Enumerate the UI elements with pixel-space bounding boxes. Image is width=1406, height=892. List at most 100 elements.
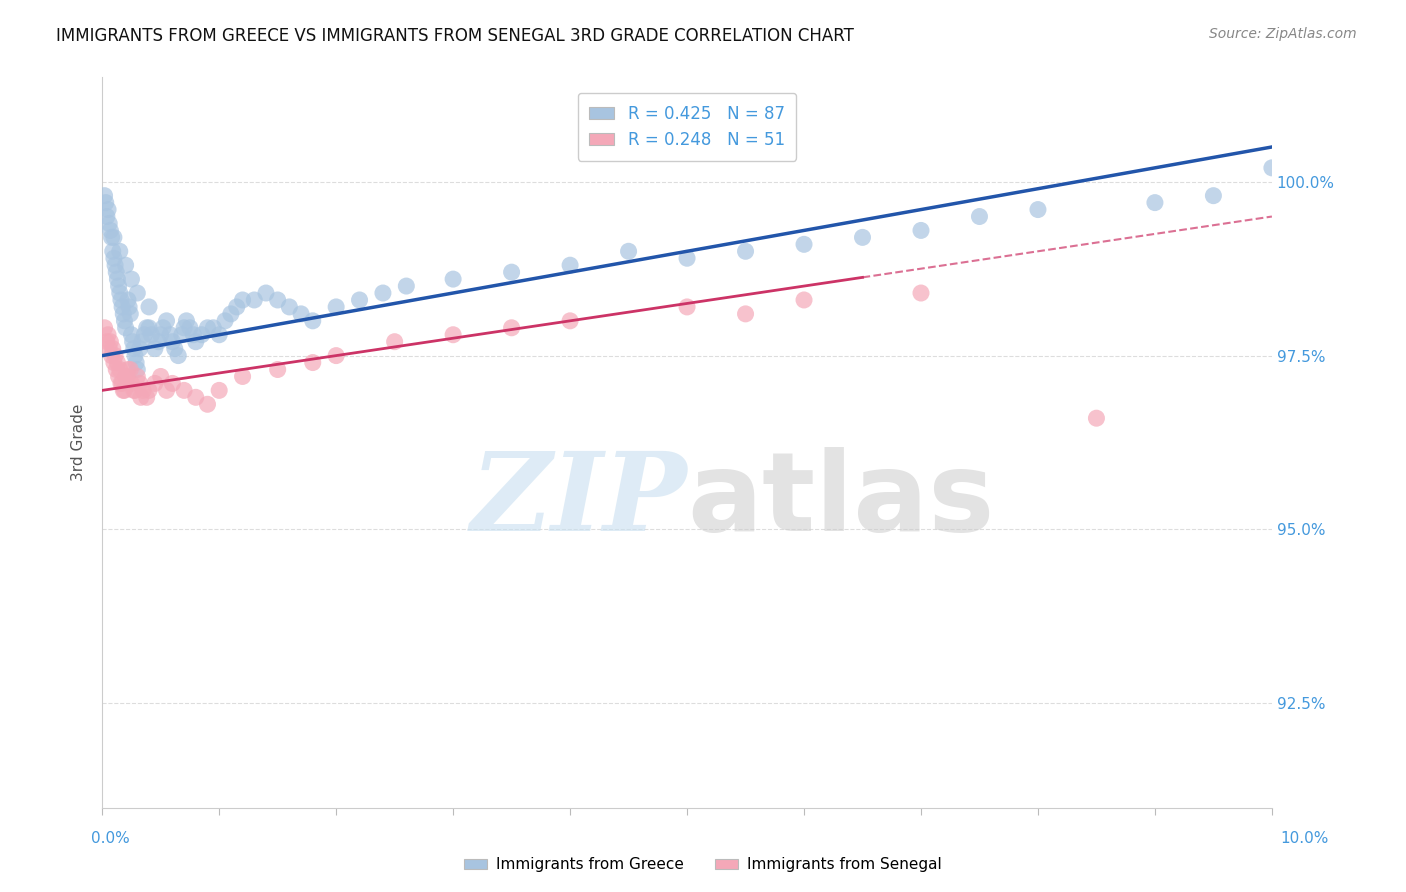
Point bbox=[96, 334, 118, 349]
Point bbox=[100, 349, 122, 363]
Point bbox=[98, 217, 121, 231]
Point bbox=[910, 285, 932, 300]
Point bbox=[152, 320, 174, 334]
Point bbox=[105, 362, 128, 376]
Point bbox=[112, 384, 135, 398]
Point bbox=[98, 342, 121, 356]
Point bbox=[149, 327, 172, 342]
Point bbox=[105, 265, 128, 279]
Point bbox=[121, 334, 143, 349]
Point bbox=[441, 272, 464, 286]
Point bbox=[103, 230, 125, 244]
Text: ZIP: ZIP bbox=[471, 447, 688, 555]
Point bbox=[278, 300, 301, 314]
Point bbox=[159, 327, 181, 342]
Point bbox=[120, 327, 142, 342]
Point bbox=[117, 293, 139, 307]
Point bbox=[1202, 188, 1225, 202]
Point bbox=[100, 334, 122, 349]
Point bbox=[197, 320, 219, 334]
Point bbox=[441, 327, 464, 342]
Point bbox=[103, 355, 125, 369]
Text: IMMIGRANTS FROM GREECE VS IMMIGRANTS FROM SENEGAL 3RD GRADE CORRELATION CHART: IMMIGRANTS FROM GREECE VS IMMIGRANTS FRO… bbox=[56, 27, 853, 45]
Point bbox=[128, 342, 150, 356]
Point bbox=[101, 244, 124, 259]
Point bbox=[184, 390, 207, 404]
Point bbox=[349, 293, 371, 307]
Point bbox=[135, 390, 157, 404]
Point bbox=[111, 376, 134, 391]
Point bbox=[135, 320, 157, 334]
Point bbox=[254, 285, 277, 300]
Point bbox=[501, 320, 523, 334]
Point bbox=[120, 307, 142, 321]
Point bbox=[107, 272, 129, 286]
Point bbox=[122, 342, 145, 356]
Text: Source: ZipAtlas.com: Source: ZipAtlas.com bbox=[1209, 27, 1357, 41]
Point bbox=[325, 349, 347, 363]
Point bbox=[107, 279, 129, 293]
Point bbox=[110, 376, 132, 391]
Point bbox=[371, 285, 394, 300]
Point bbox=[132, 384, 155, 398]
Point bbox=[127, 362, 149, 376]
Point bbox=[325, 300, 347, 314]
Point bbox=[290, 307, 312, 321]
Point bbox=[301, 314, 323, 328]
Point bbox=[225, 300, 247, 314]
Point bbox=[617, 244, 640, 259]
Point bbox=[162, 334, 184, 349]
Point bbox=[149, 369, 172, 384]
Point bbox=[155, 384, 177, 398]
Point bbox=[208, 384, 231, 398]
Point bbox=[108, 285, 131, 300]
Point bbox=[100, 230, 122, 244]
Point bbox=[183, 327, 205, 342]
Point bbox=[173, 320, 195, 334]
Point bbox=[114, 314, 136, 328]
Text: 10.0%: 10.0% bbox=[1281, 831, 1329, 846]
Point bbox=[793, 237, 815, 252]
Point bbox=[138, 300, 160, 314]
Point bbox=[243, 293, 266, 307]
Point bbox=[734, 244, 756, 259]
Point bbox=[127, 369, 149, 384]
Point bbox=[793, 293, 815, 307]
Point bbox=[301, 355, 323, 369]
Point bbox=[232, 369, 254, 384]
Point bbox=[734, 307, 756, 321]
Point bbox=[219, 307, 242, 321]
Point bbox=[143, 376, 166, 391]
Text: 0.0%: 0.0% bbox=[91, 831, 131, 846]
Point bbox=[107, 355, 129, 369]
Point bbox=[1261, 161, 1284, 175]
Point bbox=[148, 334, 170, 349]
Point bbox=[138, 320, 160, 334]
Point bbox=[910, 223, 932, 237]
Point bbox=[115, 369, 138, 384]
Legend: R = 0.425   N = 87, R = 0.248   N = 51: R = 0.425 N = 87, R = 0.248 N = 51 bbox=[578, 93, 796, 161]
Point bbox=[558, 258, 581, 272]
Point bbox=[101, 342, 124, 356]
Point bbox=[114, 320, 136, 334]
Point bbox=[1085, 411, 1108, 425]
Point bbox=[104, 349, 127, 363]
Point bbox=[96, 210, 118, 224]
Point bbox=[124, 349, 146, 363]
Point bbox=[125, 355, 148, 369]
Point bbox=[93, 320, 115, 334]
Point bbox=[128, 376, 150, 391]
Point bbox=[143, 342, 166, 356]
Point bbox=[202, 320, 225, 334]
Point bbox=[395, 279, 418, 293]
Point bbox=[104, 258, 127, 272]
Point bbox=[184, 334, 207, 349]
Point bbox=[118, 300, 141, 314]
Point bbox=[93, 188, 115, 202]
Point bbox=[173, 384, 195, 398]
Point bbox=[851, 230, 873, 244]
Point bbox=[501, 265, 523, 279]
Point bbox=[100, 223, 122, 237]
Legend: Immigrants from Greece, Immigrants from Senegal: Immigrants from Greece, Immigrants from … bbox=[457, 849, 949, 880]
Point bbox=[676, 252, 699, 266]
